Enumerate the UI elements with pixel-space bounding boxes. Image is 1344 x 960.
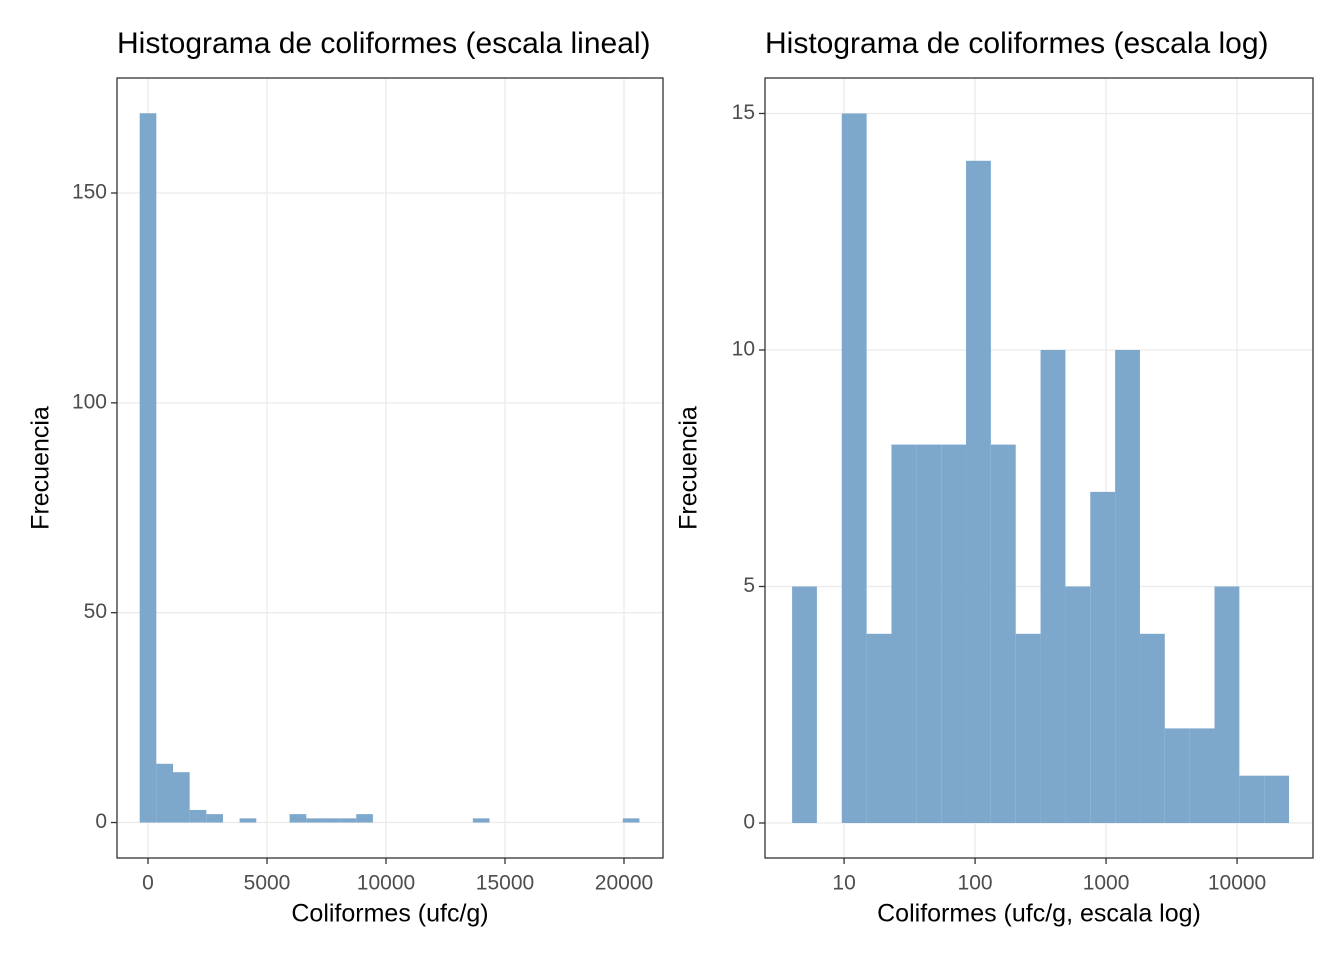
bar xyxy=(1139,633,1165,823)
y-tick-label: 15 xyxy=(732,101,755,124)
y-tick-label: 100 xyxy=(72,390,107,413)
bar xyxy=(206,814,223,823)
x-tick-label: 1000 xyxy=(1083,872,1130,895)
y-axis-title: Frecuencia xyxy=(27,406,55,530)
bar xyxy=(289,814,307,823)
bar xyxy=(189,809,207,823)
bar xyxy=(1015,633,1041,823)
bar xyxy=(891,444,917,823)
bar xyxy=(792,586,817,823)
bar xyxy=(322,818,340,823)
bar xyxy=(1189,728,1215,823)
bar xyxy=(356,814,373,823)
bar xyxy=(941,444,967,823)
y-tick-label: 0 xyxy=(743,811,755,834)
y-axis-title: Frecuencia xyxy=(675,406,703,530)
bar xyxy=(916,444,942,823)
x-tick-label: 15000 xyxy=(476,872,534,895)
bar xyxy=(1239,775,1265,823)
bar xyxy=(1264,775,1290,823)
bar xyxy=(1214,586,1240,823)
x-tick-label: 20000 xyxy=(595,872,653,895)
bar xyxy=(1065,586,1091,823)
bar xyxy=(339,818,357,823)
y-tick-label: 150 xyxy=(72,181,107,204)
y-tick-label: 10 xyxy=(732,338,755,361)
y-tick-label: 5 xyxy=(743,574,755,597)
bar xyxy=(1115,349,1140,823)
x-tick-label: 10000 xyxy=(1208,872,1266,895)
bar xyxy=(1090,491,1116,823)
bar xyxy=(1040,349,1066,823)
y-tick-label: 50 xyxy=(84,600,107,623)
bar xyxy=(990,444,1016,823)
bar xyxy=(239,818,257,823)
bar xyxy=(622,818,640,823)
bar xyxy=(156,763,173,823)
bar xyxy=(472,818,490,823)
panel-background xyxy=(117,78,663,858)
bar xyxy=(866,633,892,823)
x-tick-label: 10000 xyxy=(357,872,415,895)
chart-title: Histograma de coliformes (escala log) xyxy=(765,27,1269,60)
bar xyxy=(841,113,867,823)
panel-border xyxy=(116,77,664,859)
x-tick-label: 0 xyxy=(142,872,154,895)
bar xyxy=(139,113,157,823)
x-axis-title: Coliformes (ufc/g, escala log) xyxy=(877,900,1201,928)
panel-border xyxy=(764,77,1314,859)
x-tick-label: 100 xyxy=(958,872,993,895)
x-tick-label: 10 xyxy=(832,872,855,895)
bar xyxy=(306,818,323,823)
x-tick-label: 5000 xyxy=(244,872,291,895)
y-tick-label: 0 xyxy=(95,810,107,833)
chart-title: Histograma de coliformes (escala lineal) xyxy=(117,27,651,60)
x-axis-title: Coliformes (ufc/g) xyxy=(291,900,488,928)
bar xyxy=(966,160,991,823)
bar xyxy=(172,772,190,823)
bar xyxy=(1164,728,1190,823)
